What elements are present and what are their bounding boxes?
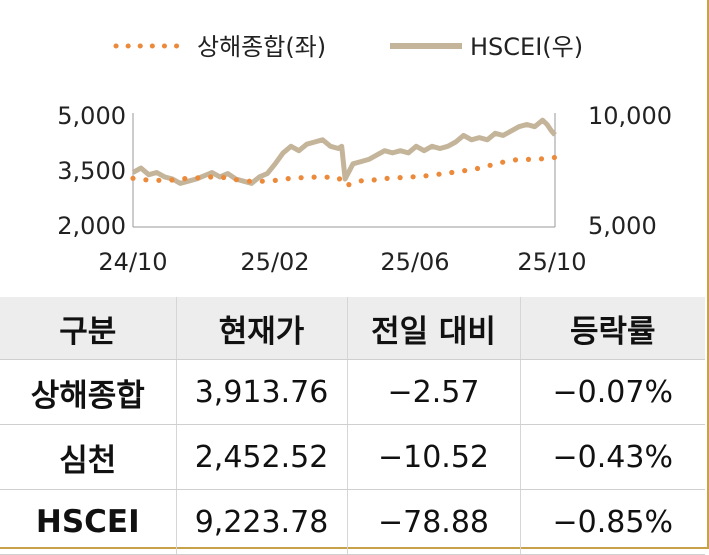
series-point-shanghai [346,182,352,188]
row-index-name: 상해종합 [0,359,176,425]
row-change-rate: −0.07% [519,359,705,425]
row-daily-change: −2.57 [346,359,520,425]
series-point-shanghai [259,178,265,184]
series-point-shanghai [195,175,201,181]
series-hscei [131,117,557,186]
legend-label-shanghai: 상해종합(좌) [197,33,326,61]
x-tick: 24/10 [98,248,167,276]
series-point-shanghai [410,174,416,180]
series-point-shanghai [169,177,175,183]
series-point-shanghai [551,154,558,161]
header-current-price: 현재가 [175,297,347,360]
y-right-tick: 5,000 [588,212,657,240]
series-layer [130,117,558,188]
row-current-price: 3,913.76 [175,359,347,425]
series-point-shanghai [384,175,390,181]
series-line-hscei [131,117,557,186]
series-point-shanghai [298,175,304,181]
index-line-chart: 상해종합(좌) HSCEI(우) 5,000 3,500 2,000 10,00… [57,33,672,276]
y-left-tick: 2,000 [57,212,126,240]
series-point-shanghai [538,156,545,162]
series-point-shanghai [487,162,493,168]
x-tick: 25/02 [240,248,309,276]
table-row: 상해종합 3,913.76 −2.57 −0.07% [0,359,705,425]
index-quote-table: 구분 현재가 전일 대비 등락률 상해종합 3,913.76 −2.57 −0.… [0,297,705,555]
series-point-shanghai [423,173,429,179]
series-point-shanghai [512,157,519,163]
series-point-shanghai [285,176,291,182]
series-point-shanghai [311,174,317,180]
series-point-shanghai [358,178,364,184]
x-tick: 25/06 [380,248,449,276]
series-point-shanghai [324,174,330,180]
legend: 상해종합(좌) HSCEI(우) [113,33,583,61]
series-point-shanghai [371,177,377,183]
row-daily-change: −78.88 [346,489,520,555]
table-header-row: 구분 현재가 전일 대비 등락률 [0,297,705,360]
legend-item-hscei: HSCEI(우) [390,33,583,61]
x-tick: 25/10 [517,248,586,276]
series-point-shanghai [449,169,455,176]
y-right-tick: 10,000 [588,102,672,130]
series-point-shanghai [208,174,214,180]
series-point-shanghai [156,177,162,183]
header-category: 구분 [0,297,176,360]
row-daily-change: −10.52 [346,424,520,490]
table-row: 심천 2,452.52 −10.52 −0.43% [0,424,705,490]
series-point-shanghai [462,168,468,174]
series-point-shanghai [130,175,136,181]
series-point-shanghai [143,177,149,183]
legend-label-hscei: HSCEI(우) [470,33,583,61]
row-current-price: 9,223.78 [175,489,347,555]
series-point-shanghai [246,178,252,184]
series-point-shanghai [221,174,227,181]
legend-item-shanghai: 상해종합(좌) [113,33,326,61]
series-point-shanghai [336,176,343,182]
series-point-shanghai [500,159,506,165]
header-daily-change: 전일 대비 [346,297,520,360]
row-change-rate: −0.85% [519,489,705,555]
series-point-shanghai [525,156,532,162]
series-point-shanghai [233,177,239,183]
row-change-rate: −0.43% [519,424,705,490]
row-current-price: 2,452.52 [175,424,347,490]
y-left-tick: 3,500 [57,157,126,185]
series-point-shanghai [474,165,481,172]
y-left-tick: 5,000 [57,102,126,130]
series-point-shanghai [182,176,188,182]
series-point-shanghai [397,175,403,181]
row-index-name: 심천 [0,424,176,490]
header-change-rate: 등락률 [519,297,705,360]
series-point-shanghai [272,177,278,183]
series-shanghai [130,154,558,188]
row-index-name: HSCEI [0,489,176,555]
series-point-shanghai [436,171,442,177]
table-row: HSCEI 9,223.78 −78.88 −0.85% [0,489,705,555]
